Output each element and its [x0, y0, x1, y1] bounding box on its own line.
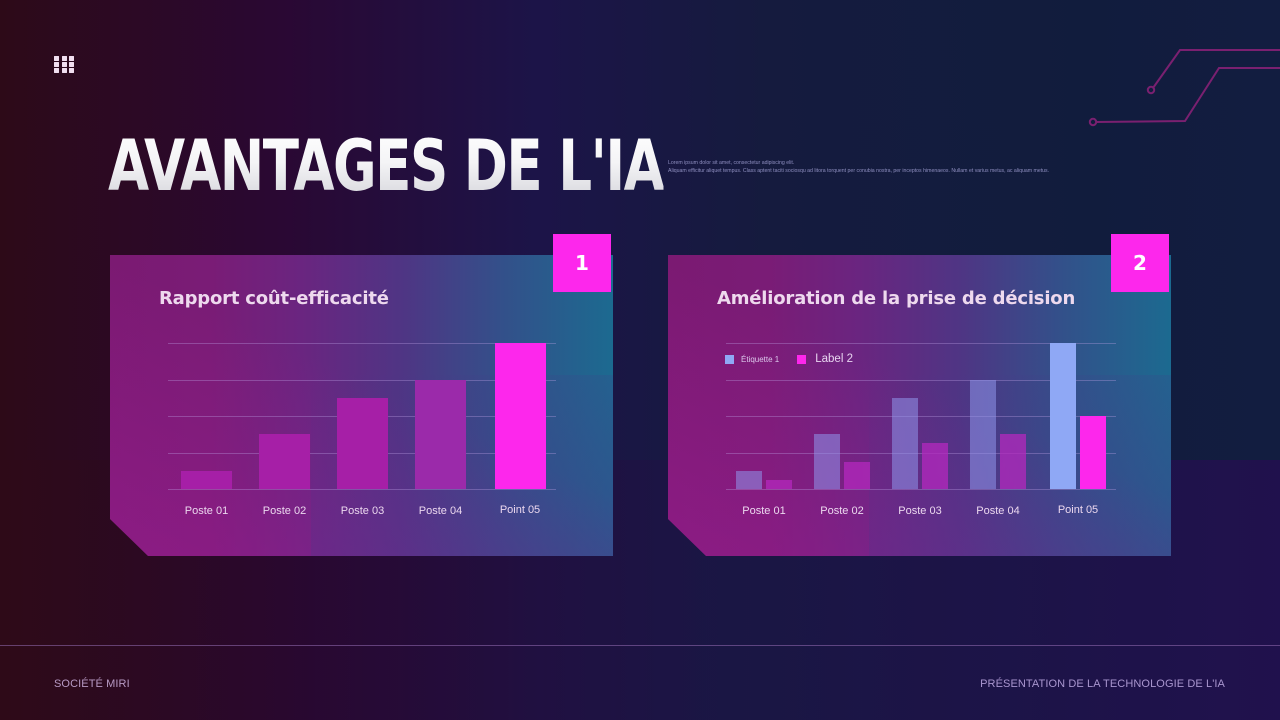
intro-line-1: Lorem ipsum dolor sit amet, consectetur …: [668, 160, 795, 166]
x-axis-label: Poste 02: [820, 505, 864, 517]
bar-1-3: [892, 397, 918, 489]
intro-text: Lorem ipsum dolor sit amet, consectetur …: [668, 159, 1138, 175]
chart-card-2: Amélioration de la prise de décision Éti…: [668, 255, 1171, 556]
bar-5: [494, 343, 546, 489]
gridline: [726, 416, 1116, 417]
legend-label-series-2: Label 2: [815, 353, 853, 365]
card-number-badge: 1: [553, 234, 611, 292]
bar-2-4: [1000, 434, 1026, 489]
gridline: [168, 380, 556, 381]
x-axis-label: Poste 04: [418, 505, 463, 517]
x-axis-label: Poste 03: [898, 505, 942, 517]
card-title: Amélioration de la prise de décision: [717, 288, 1076, 309]
chart-card-1: Rapport coût-efficacité Poste 01 Poste 02…: [110, 255, 613, 556]
footer-company: SOCIÉTÉ MIRI: [54, 678, 130, 690]
intro-line-2: Aliquam efficitur aliquet tempus. Class …: [668, 168, 1050, 174]
page-title: AVANTAGES DE L'IA: [108, 125, 665, 207]
bar-chart-1: Poste 01 Poste 02 Poste 03 Poste 04 Point 05: [110, 255, 613, 556]
bar-2: [259, 434, 310, 489]
x-axis-label: Poste 02: [262, 505, 307, 517]
grid-menu-icon[interactable]: [54, 56, 74, 73]
x-axis-label: Poste 01: [184, 505, 229, 517]
bar-1-2: [814, 434, 840, 489]
footer-presentation-title: PRÉSENTATION DE LA TECHNOLOGIE DE L'IA: [980, 678, 1225, 690]
x-axis-label: Poste 03: [340, 505, 385, 517]
gridline: [726, 489, 1116, 490]
legend-swatch-series-2: [797, 354, 807, 364]
x-axis-label: Point 05: [499, 504, 541, 516]
card-number-badge: 2: [1111, 234, 1169, 292]
bar-1-1: [736, 470, 762, 489]
bar-2-3: [922, 443, 948, 489]
bar-4: [415, 379, 466, 489]
x-axis-label: Point 05: [1057, 504, 1099, 516]
bar-1-5: [1050, 343, 1076, 489]
card-title: Rapport coût-efficacité: [159, 288, 389, 309]
gridline: [726, 453, 1116, 454]
bar-1-4: [970, 379, 996, 489]
x-axis-label: Poste 04: [976, 505, 1020, 517]
bar-chart-2: Poste 01 Poste 02 Poste 03 Poste 04 Point 05: [668, 255, 1171, 556]
bar-2-2: [844, 461, 870, 489]
legend-swatch-series-1: [725, 354, 734, 364]
gridline: [168, 489, 556, 490]
gridline: [726, 343, 1116, 344]
footer-divider: [0, 645, 1280, 646]
legend-label-series-1: Étiquette 1: [741, 354, 780, 364]
chart-legend: Étiquette 1 Label 2: [725, 353, 853, 365]
bar-2-5: [1080, 416, 1106, 489]
bar-2-1: [766, 479, 792, 489]
gridline: [726, 380, 1116, 381]
bar-3: [337, 397, 388, 489]
bar-1: [181, 470, 232, 489]
x-axis-label: Poste 01: [742, 505, 786, 517]
gridline: [168, 343, 556, 344]
